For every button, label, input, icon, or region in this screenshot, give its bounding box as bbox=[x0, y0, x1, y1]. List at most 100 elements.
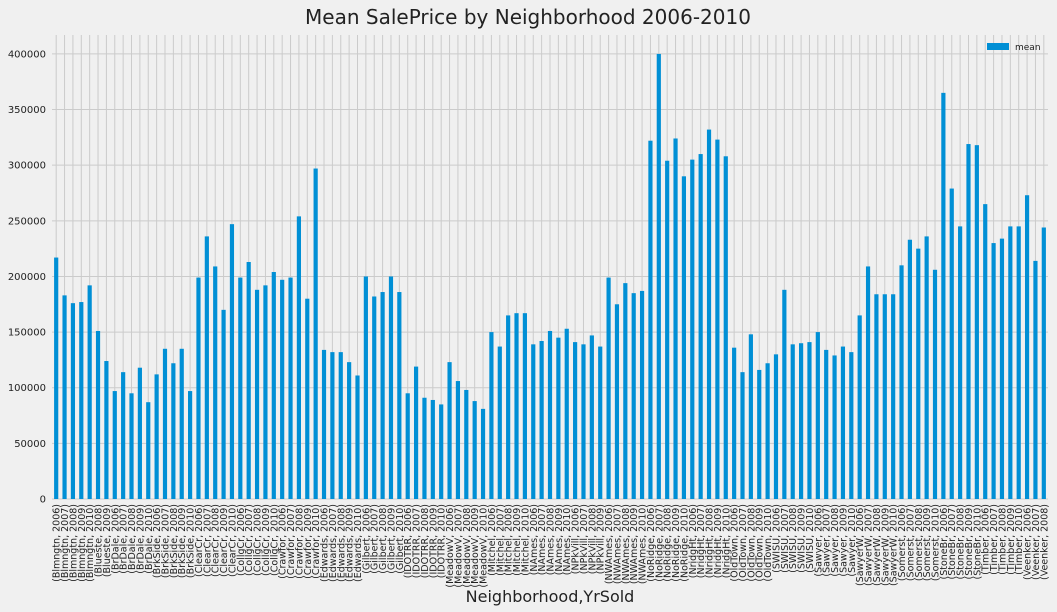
x-tick-label: (NWAmes, 2010) bbox=[638, 504, 649, 584]
bar bbox=[179, 348, 184, 499]
x-tick-label: (MeadowV, 2010) bbox=[479, 504, 490, 588]
bar bbox=[916, 248, 921, 499]
bar bbox=[439, 404, 444, 499]
bar bbox=[832, 355, 837, 499]
bar bbox=[799, 343, 804, 499]
bar bbox=[447, 362, 452, 499]
x-tick-label: (OldTown, 2006) bbox=[730, 504, 741, 582]
x-tick-label: (Edwards, 2006) bbox=[320, 504, 331, 582]
x-tick-label: (Mitchel, 2008) bbox=[504, 504, 515, 576]
bar bbox=[413, 366, 419, 499]
bar bbox=[305, 298, 310, 499]
bar bbox=[221, 309, 226, 499]
x-tick-label: (Crawfor, 2007) bbox=[286, 504, 297, 579]
x-tick-label: (BrDale, 2006) bbox=[110, 504, 121, 574]
x-tick-label: (Somerst, 2010) bbox=[931, 504, 942, 581]
bar bbox=[974, 145, 979, 500]
x-tick-label: (CollgCr, 2007) bbox=[244, 504, 255, 576]
bar bbox=[347, 362, 352, 499]
bar bbox=[614, 304, 620, 499]
x-tick-label: (Blueste, 2008) bbox=[94, 504, 105, 577]
bar bbox=[87, 285, 92, 499]
x-tick-label: (IDOTRR, 2008) bbox=[420, 504, 431, 578]
x-tick-label: (CollgCr, 2009) bbox=[261, 504, 272, 576]
bar bbox=[983, 204, 988, 499]
bar bbox=[388, 276, 394, 499]
bar bbox=[112, 391, 117, 499]
x-tick-label: (NAmes, 2007) bbox=[537, 504, 548, 575]
bar bbox=[715, 139, 720, 499]
x-tick-label: (NridgHt, 2008) bbox=[705, 504, 716, 578]
x-tick-label: (StoneBr, 2007) bbox=[947, 504, 958, 580]
x-tick-label: (NAmes, 2009) bbox=[554, 504, 565, 575]
x-tick-label: (Gilbert, 2008) bbox=[378, 504, 389, 574]
bar bbox=[146, 402, 151, 499]
bar bbox=[782, 289, 787, 499]
bar bbox=[1033, 260, 1038, 499]
bar bbox=[296, 216, 301, 499]
y-tick-label: 150000 bbox=[8, 328, 46, 339]
bar bbox=[204, 236, 209, 499]
x-tick-label: (SWISU, 2010) bbox=[805, 504, 816, 573]
x-tick-label: (IDOTRR, 2009) bbox=[428, 504, 439, 578]
x-tick-label: (Crawfor, 2009) bbox=[303, 504, 314, 579]
bar bbox=[280, 279, 285, 499]
legend-label: mean bbox=[1015, 43, 1041, 53]
bar bbox=[238, 277, 243, 499]
bar bbox=[723, 156, 728, 499]
x-tick-label: (NridgHt, 2009) bbox=[713, 504, 724, 578]
bar bbox=[271, 272, 276, 499]
x-tick-label: (NWAmes, 2009) bbox=[629, 504, 640, 584]
bar bbox=[355, 375, 360, 499]
x-tick-label: (Gilbert, 2006) bbox=[361, 504, 372, 574]
bar bbox=[455, 381, 461, 499]
x-tick-label: (Timber, 2010) bbox=[1014, 504, 1025, 575]
x-tick-label: (MeadowV, 2007) bbox=[453, 504, 464, 588]
x-tick-label: (NridgHt, 2006) bbox=[688, 504, 699, 578]
bar bbox=[547, 330, 553, 499]
x-tick-label: (NWAmes, 2008) bbox=[621, 504, 632, 584]
y-tick-label: 400000 bbox=[8, 49, 46, 60]
bar bbox=[589, 335, 594, 499]
x-tick-label: (Timber, 2006) bbox=[981, 504, 992, 575]
x-tick-label: (NWAmes, 2006) bbox=[604, 504, 615, 584]
bar bbox=[656, 53, 661, 499]
x-tick-label: (BrkSide, 2010) bbox=[186, 504, 197, 578]
x-tick-label: (NoRidge, 2007) bbox=[654, 504, 665, 582]
bar bbox=[514, 313, 519, 499]
x-tick-label: (Edwards, 2010) bbox=[353, 504, 364, 582]
x-tick-label: (NPkVill, 2006) bbox=[571, 504, 582, 574]
bar bbox=[1041, 227, 1046, 500]
bar bbox=[1024, 195, 1030, 499]
x-tick-label: (NridgHt, 2007) bbox=[696, 504, 707, 578]
x-axis-label: Neighborhood,YrSold bbox=[466, 587, 635, 606]
x-tick-label: (Veenker, 2008) bbox=[1039, 504, 1050, 580]
bar bbox=[70, 303, 76, 499]
bar bbox=[941, 92, 946, 500]
bar bbox=[924, 236, 929, 499]
x-tick-label: (Somerst, 2009) bbox=[922, 504, 933, 581]
bar bbox=[639, 290, 645, 499]
bar bbox=[790, 344, 795, 499]
x-tick-label: (Blmngtn, 2006) bbox=[52, 504, 63, 582]
bar bbox=[556, 337, 561, 499]
x-tick-label: (Mitchel, 2009) bbox=[512, 504, 523, 576]
x-tick-label: (StoneBr, 2010) bbox=[972, 504, 983, 580]
bar bbox=[430, 399, 435, 499]
bar bbox=[137, 367, 142, 499]
bar bbox=[79, 302, 84, 499]
bar bbox=[480, 408, 486, 499]
bar bbox=[506, 315, 511, 499]
x-tick-label: (SWISU, 2008) bbox=[788, 504, 799, 573]
x-tick-label: (Veenker, 2006) bbox=[1023, 504, 1034, 580]
bar bbox=[54, 257, 59, 499]
x-tick-label: (MeadowV, 2009) bbox=[470, 504, 481, 588]
bar bbox=[958, 226, 963, 499]
x-tick-label: (BrDale, 2007) bbox=[119, 504, 130, 574]
bar bbox=[849, 352, 854, 499]
x-tick-label: (MeadowV, 2008) bbox=[462, 504, 473, 588]
x-tick-label: (NridgHt, 2010) bbox=[721, 504, 732, 578]
x-tick-label: (Crawfor, 2006) bbox=[278, 504, 289, 579]
x-tick-label: (OldTown, 2010) bbox=[763, 504, 774, 582]
x-tick-label: (Veenker, 2007) bbox=[1031, 504, 1042, 580]
